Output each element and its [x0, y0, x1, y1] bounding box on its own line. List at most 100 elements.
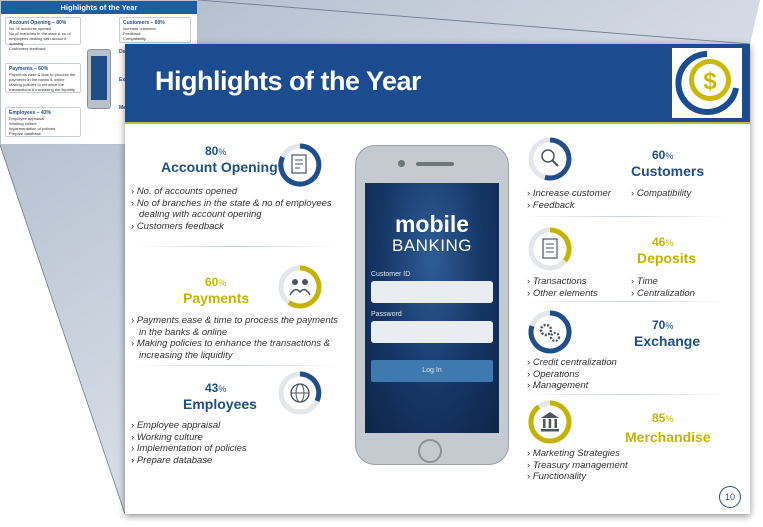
merchandise-label: Merchandise	[625, 429, 711, 445]
list-item: Operations	[527, 369, 667, 381]
thumbnail-box-item: Payments ease & time to process the paym…	[9, 72, 76, 82]
customers-list-left: Increase customer Feedback	[527, 188, 637, 211]
list-item: Payments ease & time to process the paym…	[131, 315, 341, 338]
mobile-banking-line2: BANKING	[391, 236, 473, 255]
phone-image: mobile BANKING Customer ID Password Log …	[355, 145, 509, 465]
slide-header: Highlights of the Year $	[125, 44, 750, 122]
thumbnail-box-account-opening: Account Opening – 80% No. of accounts op…	[5, 17, 81, 51]
list-item: No. of accounts opened	[131, 186, 336, 198]
merchandise-list: Marketing Strategies Treasury management…	[527, 448, 677, 483]
list-item: Time	[631, 276, 721, 288]
login-button: Log In	[371, 360, 493, 382]
payments-label: Payments	[183, 290, 250, 306]
customer-search-icon	[528, 137, 572, 181]
list-item: Making policies to enhance the transacti…	[131, 338, 341, 361]
list-item: Marketing Strategies	[527, 448, 677, 460]
account-opening-label: Account Opening	[161, 159, 278, 175]
deposits-label: Deposits	[637, 250, 697, 266]
globe-icon	[278, 371, 322, 415]
thumbnail-box-item: Making policies to enhance the transacti…	[9, 82, 75, 92]
thumbnail-title: Highlights of the Year	[1, 1, 197, 14]
slide: Highlights of the Year $ 80% Account Ope…	[125, 44, 750, 514]
thumbnail-box-item: Working culture	[9, 121, 37, 126]
thumbnail-box-title: Customers – 60%	[123, 20, 165, 26]
payments-list: Payments ease & time to process the paym…	[131, 315, 341, 361]
thumbnail-box-title: Payments – 60%	[9, 66, 49, 72]
dollar-logo-icon: $	[672, 48, 742, 118]
list-item: Feedback	[527, 200, 637, 212]
customers-percent: 60%	[652, 148, 674, 162]
thumbnail-phone-image	[87, 49, 111, 109]
thumbnail-box-title: Employees – 43%	[9, 110, 51, 116]
deposits-percent: 46%	[652, 235, 674, 249]
list-item: Management	[527, 380, 667, 392]
list-item: Increase customer	[527, 188, 637, 200]
thumbnail-box-item: Implementation of policies	[9, 126, 56, 131]
phone-camera	[398, 160, 405, 167]
exchange-label: Exchange	[634, 333, 701, 349]
password-label: Password	[371, 311, 402, 318]
document-icon	[528, 227, 572, 271]
list-item: Credit centralization	[527, 357, 667, 369]
slide-title: Highlights of the Year	[155, 66, 422, 96]
bank-building-icon	[528, 400, 572, 444]
thumbnail-side-label: Me	[119, 105, 126, 111]
gears-icon	[528, 310, 572, 354]
thumbnail-side-label: De	[119, 49, 126, 55]
list-item: Centralization	[631, 288, 721, 300]
employees-percent: 43%	[205, 381, 227, 395]
list-item: Working culture	[131, 432, 341, 444]
list-item: Compatibility	[631, 188, 721, 200]
list-item: Other elements	[527, 288, 627, 300]
thumbnail-box-title: Account Opening – 80%	[9, 20, 67, 26]
page-number: 10	[719, 486, 741, 508]
payments-percent: 60%	[205, 275, 227, 289]
thumbnail-box-item: No. of accounts opened	[9, 26, 52, 31]
thumbnail-box-customers: Customers – 60% Increase customer Feedba…	[119, 17, 191, 43]
thumbnail-box-item: Prepare database	[9, 131, 41, 136]
separator	[131, 246, 341, 247]
account-opening-percent: 80%	[205, 144, 227, 158]
separator	[523, 216, 728, 217]
list-item: Employee appraisal	[131, 420, 341, 432]
phone-home-button	[418, 439, 442, 463]
employees-list: Employee appraisal Working culture Imple…	[131, 420, 341, 466]
svg-text:$: $	[703, 68, 717, 95]
list-item: Functionality	[527, 471, 677, 483]
thumbnail-side-label: Ex	[119, 77, 126, 83]
separator	[523, 301, 728, 302]
deposits-list-right: Time Centralization	[631, 276, 721, 299]
thumbnail-box-item: Feedback	[123, 31, 141, 36]
customer-id-label: Customer ID	[371, 271, 411, 278]
payments-people-icon	[278, 265, 322, 309]
account-form-icon	[278, 143, 322, 187]
thumbnail-box-item: No of branches in the state & no of empl…	[9, 31, 71, 46]
thumbnail-box-item: Employee appraisal	[9, 116, 45, 121]
phone-screen: mobile BANKING Customer ID Password Log …	[365, 183, 499, 433]
list-item: Customers feedback	[131, 221, 336, 233]
deposits-list-left: Transactions Other elements	[527, 276, 627, 299]
thumbnail-box-payments: Payments – 60% Payments ease & time to p…	[5, 63, 81, 93]
list-item: Transactions	[527, 276, 627, 288]
thumbnail-box-employees: Employees – 43% Employee appraisal Worki…	[5, 107, 81, 137]
list-item: No of branches in the state & no of empl…	[131, 198, 336, 221]
phone-speaker	[416, 162, 454, 166]
list-item: Treasury management	[527, 460, 677, 472]
customers-label: Customers	[631, 163, 705, 179]
customers-list-right: Compatibility	[631, 188, 721, 200]
list-item: Implementation of policies	[131, 443, 341, 455]
thumbnail-box-item: Customers feedback	[9, 46, 46, 51]
separator	[131, 365, 341, 366]
password-field	[371, 321, 493, 343]
header-accent-rule	[125, 122, 750, 124]
thumbnail-box-item: Increase customer	[123, 26, 156, 31]
customer-id-field	[371, 281, 493, 303]
exchange-percent: 70%	[652, 318, 674, 332]
thumbnail-box-item: Compatibility	[123, 36, 146, 41]
list-item: Prepare database	[131, 455, 341, 467]
separator	[523, 394, 728, 395]
exchange-list: Credit centralization Operations Managem…	[527, 357, 667, 392]
account-opening-list: No. of accounts opened No of branches in…	[131, 186, 336, 232]
employees-label: Employees	[183, 396, 257, 412]
merchandise-percent: 85%	[652, 411, 674, 425]
